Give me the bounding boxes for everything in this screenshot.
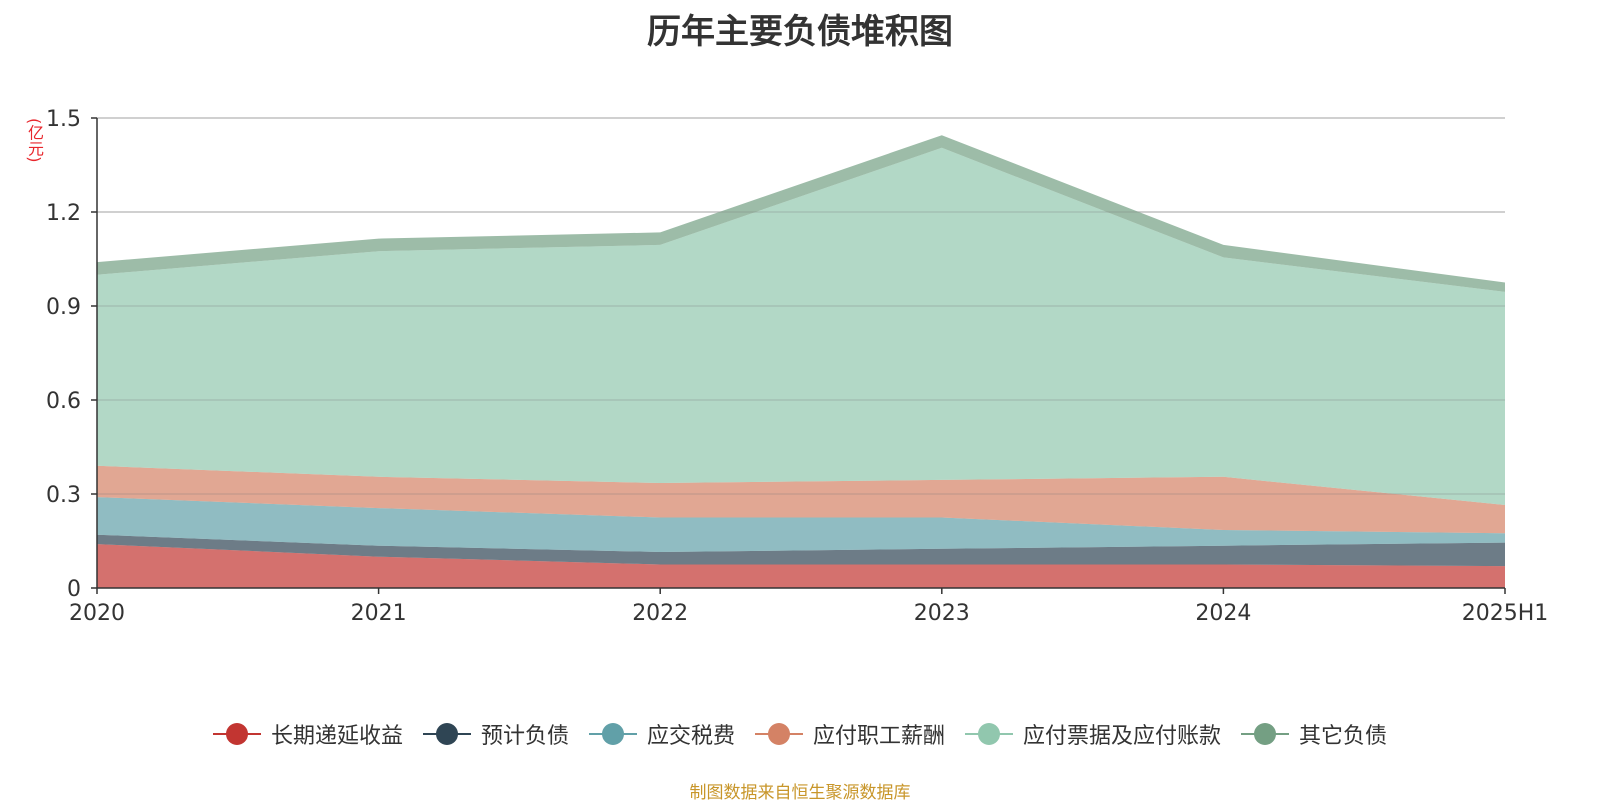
y-tick-label: 1.2 (46, 201, 81, 226)
legend-label: 预计负债 (480, 724, 569, 749)
legend-swatch (422, 723, 471, 745)
y-tick-label: 0.6 (46, 389, 81, 414)
source-note: 制图数据来自恒生聚源数据库 (689, 783, 911, 803)
legend-swatch (588, 723, 637, 745)
legend-label: 应付职工薪酬 (813, 724, 946, 749)
y-tick-label: 0 (67, 577, 81, 602)
legend-label: 应交税费 (646, 724, 735, 749)
area-series-3 (97, 497, 1505, 552)
y-axis-unit-label: (亿元) (25, 118, 44, 163)
area-series-1 (97, 544, 1505, 588)
legend-label: 其它负债 (1299, 724, 1388, 749)
chart-title: 历年主要负债堆积图 (647, 12, 953, 52)
legend-label: 长期递延收益 (270, 724, 403, 749)
legend-item[interactable]: 长期递延收益 (212, 718, 403, 750)
y-tick-label: 0.3 (46, 483, 81, 508)
legend-swatch (1241, 723, 1290, 745)
legend-item[interactable]: 应付票据及应付账款 (965, 718, 1221, 750)
legend-swatch (212, 723, 261, 745)
legend-item[interactable]: 其它负债 (1241, 718, 1387, 750)
legend-item[interactable]: 预计负债 (422, 718, 569, 750)
x-tick-label: 2024 (1195, 601, 1251, 626)
area-series-5 (97, 147, 1505, 506)
axes (91, 117, 1506, 594)
x-tick-label: 2023 (914, 601, 970, 626)
legend-item[interactable]: 应付职工薪酬 (755, 718, 945, 750)
area-series (97, 117, 1505, 588)
legend-label: 应付票据及应付账款 (1023, 724, 1222, 749)
area-series-2 (97, 534, 1505, 567)
x-tick-label: 2021 (351, 601, 407, 626)
x-tick-label: 2025H1 (1462, 601, 1549, 626)
y-tick-label: 0.9 (46, 295, 81, 320)
legend-item[interactable]: 应交税费 (588, 718, 735, 750)
y-tick-label: 1.5 (46, 107, 81, 132)
legend-swatch (755, 723, 803, 745)
x-tick-label: 2020 (69, 601, 125, 626)
x-tick-label: 2022 (632, 601, 688, 626)
legend-swatch (965, 723, 1014, 745)
tick-labels: 0 0.3 0.6 0.9 1.2 1.5 2020 2021 2022 2023 2024 2025… (46, 107, 1548, 626)
legend: 长期递延收益 预计负债 应交税费 应付职工薪酬 应付票据及应付账款 其它负债 (0, 718, 1600, 750)
area-series-4 (97, 465, 1505, 534)
